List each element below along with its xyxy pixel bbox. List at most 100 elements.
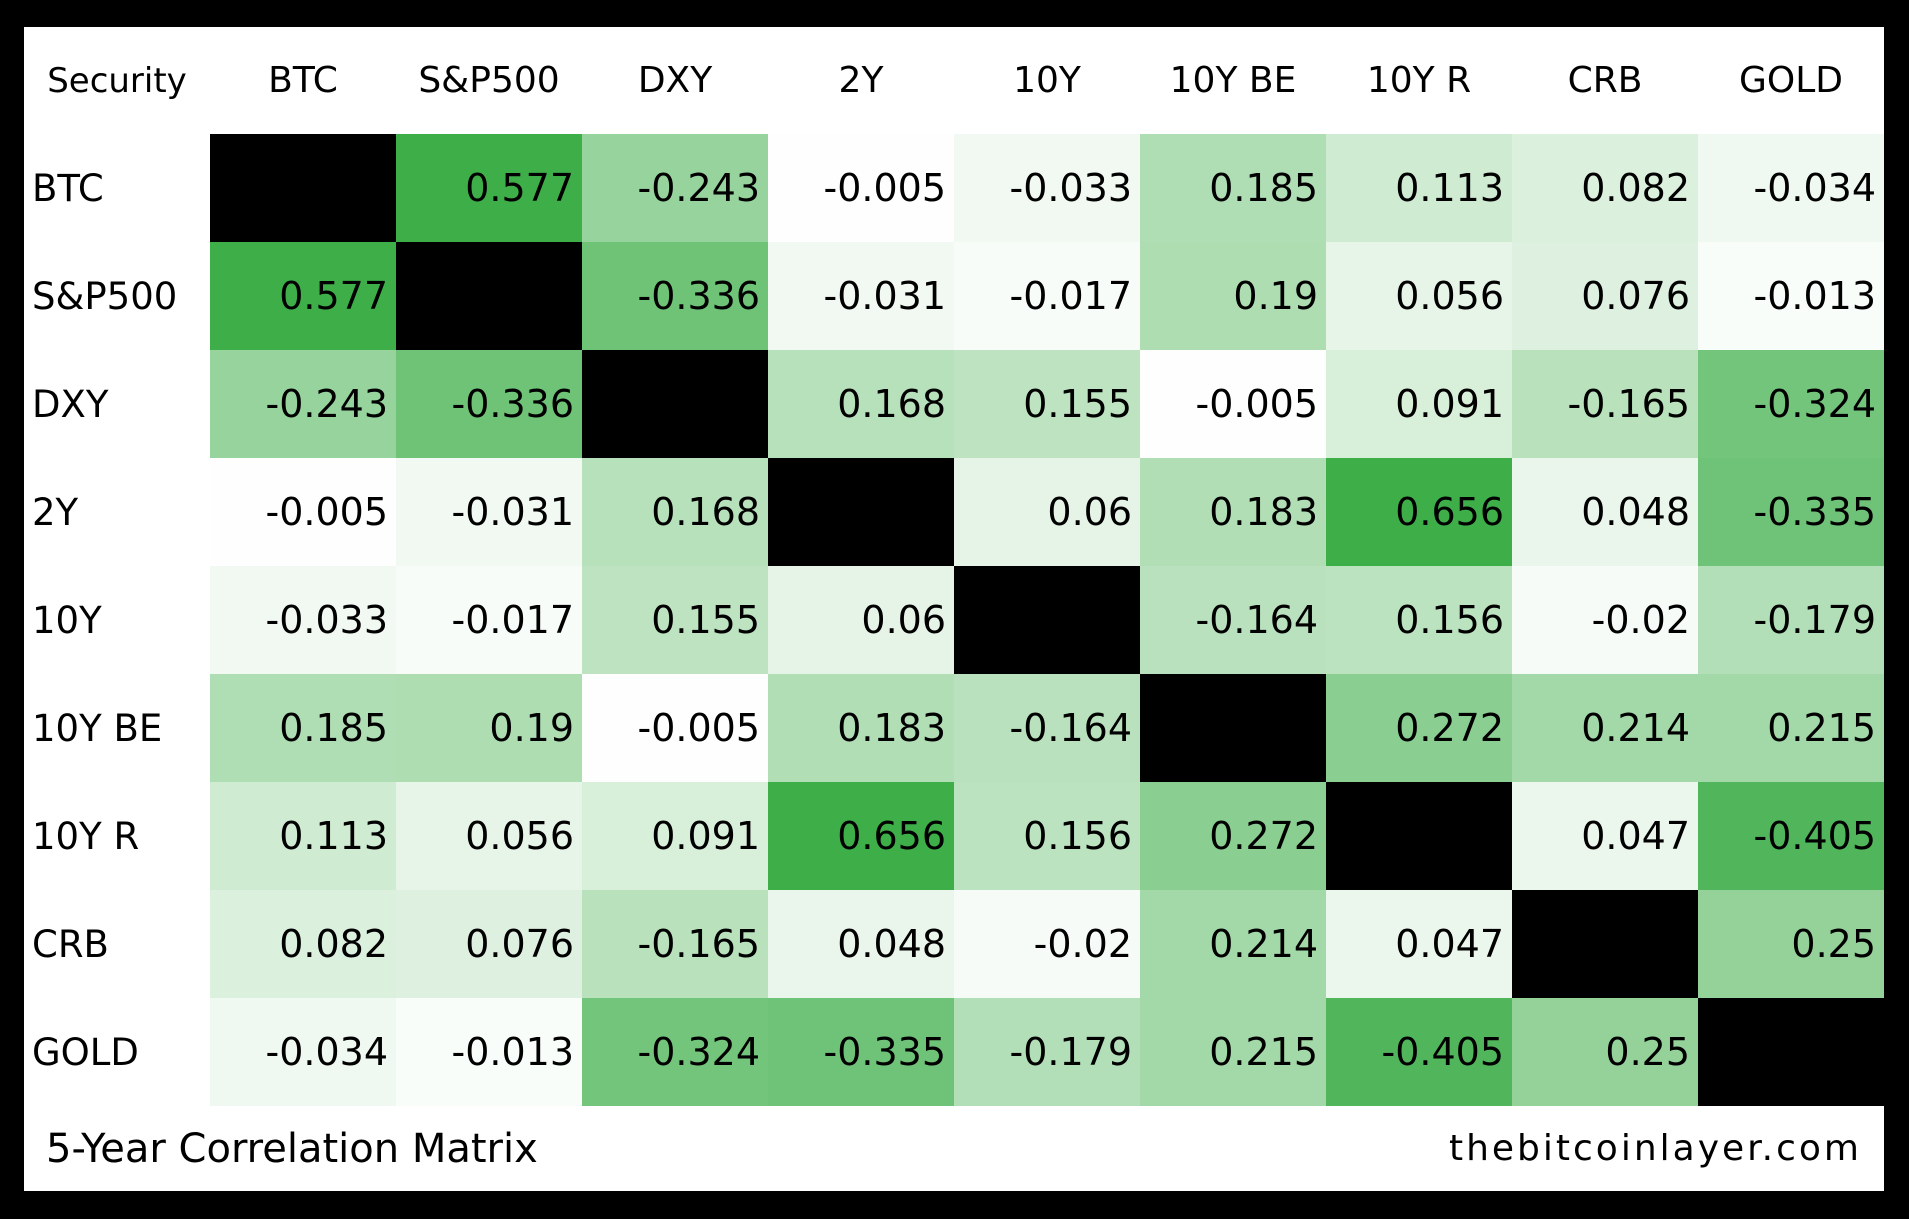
- correlation-cell: 0.185: [1140, 134, 1326, 242]
- row-header: 10Y BE: [32, 706, 163, 750]
- correlation-cell: -0.405: [1698, 782, 1884, 890]
- correlation-cell: 0.082: [210, 890, 396, 998]
- correlation-cell: 0.155: [582, 566, 768, 674]
- correlation-cell: -0.031: [396, 458, 582, 566]
- correlation-cell: -0.164: [1140, 566, 1326, 674]
- correlation-cell: 0.272: [1140, 782, 1326, 890]
- correlation-cell: 0.056: [396, 782, 582, 890]
- footer-source: thebitcoinlayer.com: [1448, 1128, 1862, 1169]
- correlation-cell: 0.155: [954, 350, 1140, 458]
- footer-title: 5-Year Correlation Matrix: [46, 1126, 538, 1172]
- correlation-cell: 0.168: [582, 458, 768, 566]
- correlation-cell: 0.091: [582, 782, 768, 890]
- correlation-cell: -0.165: [1512, 350, 1698, 458]
- correlation-cell: 0.076: [1512, 242, 1698, 350]
- correlation-cell: 0.076: [396, 890, 582, 998]
- column-header: 10Y: [1013, 60, 1081, 101]
- correlation-cell: -0.02: [954, 890, 1140, 998]
- column-header: 2Y: [838, 60, 884, 101]
- correlation-cell: -0.02: [1512, 566, 1698, 674]
- correlation-cell: 0.048: [768, 890, 954, 998]
- correlation-cell: -0.017: [954, 242, 1140, 350]
- correlation-cell: 0.656: [768, 782, 954, 890]
- correlation-cell: -0.034: [1698, 134, 1884, 242]
- diagonal-cell: [1326, 782, 1512, 890]
- correlation-cell: -0.164: [954, 674, 1140, 782]
- correlation-cell: 0.185: [210, 674, 396, 782]
- correlation-cell: 0.113: [210, 782, 396, 890]
- column-header: 10Y R: [1366, 60, 1472, 101]
- column-header: DXY: [637, 60, 713, 101]
- correlation-cell: -0.005: [1140, 350, 1326, 458]
- correlation-cell: -0.005: [582, 674, 768, 782]
- correlation-cell: 0.19: [396, 674, 582, 782]
- correlation-cell: -0.165: [582, 890, 768, 998]
- correlation-cell: 0.215: [1140, 998, 1326, 1106]
- correlation-cell: -0.013: [396, 998, 582, 1106]
- correlation-cell: 0.577: [396, 134, 582, 242]
- correlation-cell: 0.19: [1140, 242, 1326, 350]
- correlation-cell: -0.031: [768, 242, 954, 350]
- correlation-cell: 0.06: [954, 458, 1140, 566]
- row-header: S&P500: [32, 274, 178, 318]
- correlation-cell: -0.005: [210, 458, 396, 566]
- column-header: 10Y BE: [1169, 60, 1297, 101]
- correlation-cell: -0.033: [210, 566, 396, 674]
- column-header: BTC: [268, 60, 338, 101]
- column-header: S&P500: [418, 60, 560, 101]
- correlation-cell: 0.047: [1326, 890, 1512, 998]
- correlation-cell: 0.056: [1326, 242, 1512, 350]
- row-header: 10Y: [32, 598, 102, 642]
- correlation-cell: -0.243: [582, 134, 768, 242]
- correlation-cell: 0.183: [768, 674, 954, 782]
- correlation-cell: 0.168: [768, 350, 954, 458]
- correlation-cell: -0.335: [1698, 458, 1884, 566]
- correlation-cell: 0.656: [1326, 458, 1512, 566]
- correlation-cell: -0.336: [582, 242, 768, 350]
- row-header: GOLD: [32, 1030, 139, 1074]
- row-header: 2Y: [32, 490, 79, 534]
- correlation-cell: -0.324: [1698, 350, 1884, 458]
- correlation-cell: 0.047: [1512, 782, 1698, 890]
- correlation-cell: 0.048: [1512, 458, 1698, 566]
- diagonal-cell: [210, 134, 396, 242]
- correlation-cell: 0.06: [768, 566, 954, 674]
- correlation-cell: 0.215: [1698, 674, 1884, 782]
- diagonal-cell: [1698, 998, 1884, 1106]
- correlation-cell: 0.214: [1512, 674, 1698, 782]
- row-header: CRB: [32, 922, 109, 966]
- correlation-cell: -0.034: [210, 998, 396, 1106]
- correlation-cell: -0.324: [582, 998, 768, 1106]
- correlation-cell: -0.179: [1698, 566, 1884, 674]
- correlation-cell: -0.335: [768, 998, 954, 1106]
- column-header: CRB: [1567, 60, 1643, 101]
- correlation-cell: -0.179: [954, 998, 1140, 1106]
- correlation-cell: 0.272: [1326, 674, 1512, 782]
- correlation-cell: 0.214: [1140, 890, 1326, 998]
- correlation-cell: 0.25: [1512, 998, 1698, 1106]
- column-header: Security: [47, 60, 187, 101]
- correlation-cell: -0.336: [396, 350, 582, 458]
- column-header: GOLD: [1738, 60, 1843, 101]
- correlation-cell: 0.156: [1326, 566, 1512, 674]
- diagonal-cell: [768, 458, 954, 566]
- correlation-cell: 0.113: [1326, 134, 1512, 242]
- correlation-cell: 0.091: [1326, 350, 1512, 458]
- diagonal-cell: [582, 350, 768, 458]
- row-header: 10Y R: [32, 814, 140, 858]
- diagonal-cell: [1512, 890, 1698, 998]
- correlation-cell: -0.005: [768, 134, 954, 242]
- correlation-cell: -0.243: [210, 350, 396, 458]
- row-header: DXY: [32, 382, 109, 426]
- correlation-cell: 0.577: [210, 242, 396, 350]
- correlation-cell: -0.405: [1326, 998, 1512, 1106]
- correlation-cell: 0.082: [1512, 134, 1698, 242]
- correlation-cell: 0.25: [1698, 890, 1884, 998]
- matrix-frame: 5-Year Correlation Matrix thebitcoinlaye…: [24, 27, 1884, 1191]
- correlation-cell: -0.013: [1698, 242, 1884, 350]
- correlation-cell: 0.183: [1140, 458, 1326, 566]
- correlation-cell: -0.017: [396, 566, 582, 674]
- diagonal-cell: [954, 566, 1140, 674]
- diagonal-cell: [1140, 674, 1326, 782]
